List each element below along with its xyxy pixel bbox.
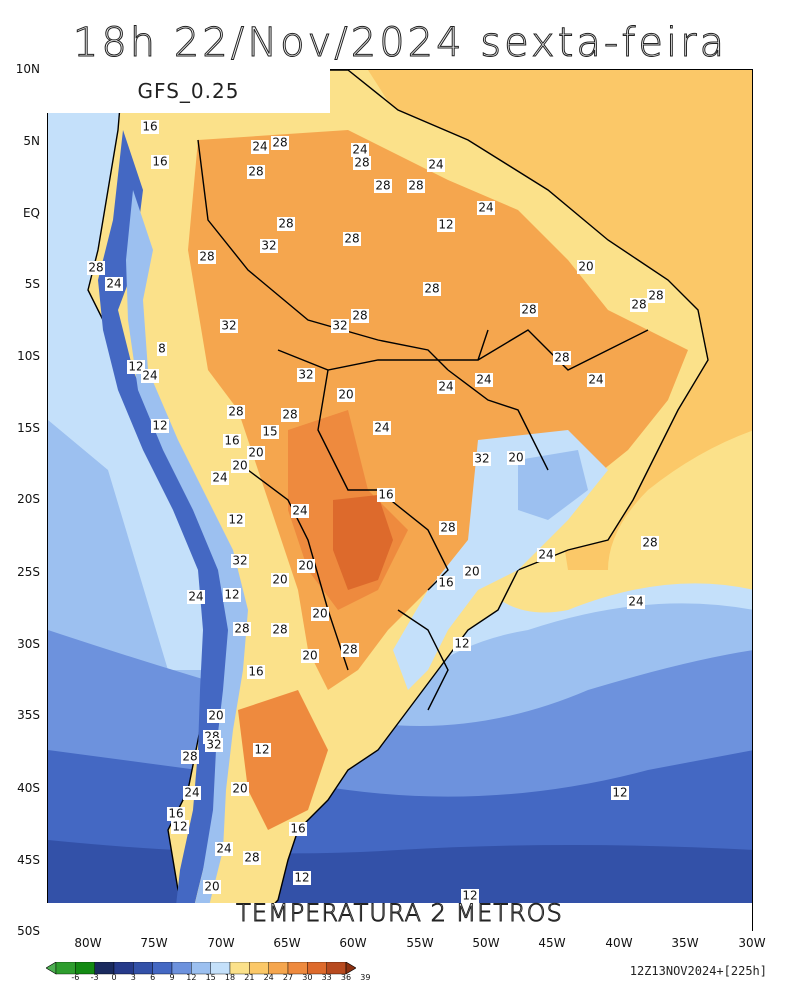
- lat-label-10n: 10N: [15, 62, 40, 76]
- lat-label-5s: 5S: [24, 277, 40, 291]
- colorbar-tick-label: 3: [130, 973, 136, 982]
- lon-label-60w: 60W: [339, 936, 367, 950]
- lat-label-20s: 20S: [17, 492, 40, 506]
- colorbar-tick-label: 21: [244, 973, 255, 982]
- lat-label-45s: 45S: [17, 853, 40, 867]
- colorbar-tick-label: 0: [111, 973, 117, 982]
- colorbar-tick-label: 6: [150, 973, 156, 982]
- colorbar-tick-label: 9: [169, 973, 175, 982]
- colorbar-tick-label: 36: [340, 973, 352, 982]
- lon-label-40w: 40W: [605, 936, 633, 950]
- lon-label-65w: 65W: [273, 936, 301, 950]
- lat-label-25s: 25S: [17, 565, 40, 579]
- lon-label-35w: 35W: [671, 936, 699, 950]
- colorbar: [46, 962, 356, 975]
- lat-label-eq: EQ: [22, 206, 40, 220]
- colorbar-arrow-low: [46, 962, 57, 975]
- colorbar-tick-label: 33: [321, 973, 332, 982]
- lat-label-30s: 30S: [17, 637, 40, 651]
- colorbar-tick-label: -6: [71, 973, 80, 982]
- lon-label-70w: 70W: [207, 936, 235, 950]
- andes-cold-region: [98, 130, 233, 930]
- colorbar-tick-label: 39: [360, 973, 371, 982]
- lat-label-40s: 40S: [17, 781, 40, 795]
- model-label: GFS_0.25: [47, 69, 330, 113]
- lat-label-5n: 5N: [23, 134, 40, 148]
- colorbar-tick-label: 12: [186, 973, 197, 982]
- lat-label-15s: 15S: [17, 421, 40, 435]
- paraguay-hot-core: [333, 495, 393, 590]
- lat-label-10s: 10S: [17, 349, 40, 363]
- lon-label-30w: 30W: [738, 936, 766, 950]
- temperature-map: [48, 70, 752, 930]
- colorbar-tick-label: 18: [224, 973, 236, 982]
- map-panel: [47, 69, 753, 931]
- lon-label-75w: 75W: [140, 936, 168, 950]
- variable-label: TEMPERATURA 2 METROS: [47, 901, 752, 931]
- colorbar-tick-label: -3: [90, 973, 99, 982]
- mantiqueira-cool-region: [518, 450, 588, 520]
- colorbar-tick-label: 24: [263, 973, 274, 982]
- colorbar-tick-label: 27: [282, 973, 294, 982]
- patagonia-warm-region: [238, 690, 328, 830]
- colorbar-tick-label: 30: [302, 973, 313, 982]
- lat-label-50s: 50S: [17, 924, 40, 938]
- lon-label-80w: 80W: [74, 936, 102, 950]
- lon-label-50w: 50W: [472, 936, 500, 950]
- map-title: 18h 22/Nov/2024 sexta-feira: [72, 20, 728, 67]
- colorbar-tick-label: 15: [205, 973, 216, 982]
- lat-label-35s: 35S: [17, 708, 40, 722]
- colorbar-arrow-high: [345, 962, 356, 975]
- lon-label-45w: 45W: [538, 936, 566, 950]
- lon-label-55w: 55W: [406, 936, 434, 950]
- run-info: 12Z13NOV2024+[225h]: [629, 964, 767, 978]
